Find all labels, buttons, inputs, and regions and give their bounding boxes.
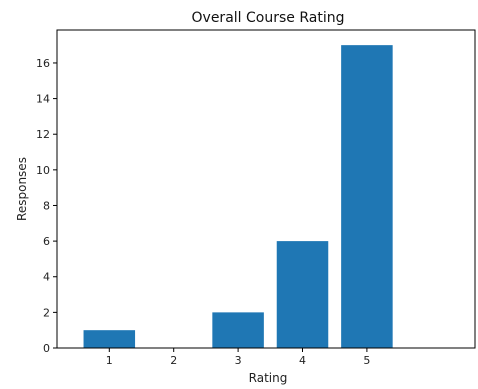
y-axis-ticks: 0 2 4 6 8 10 12 14 16 bbox=[36, 57, 57, 355]
x-tick-label: 4 bbox=[299, 354, 306, 367]
bar-rating-5 bbox=[341, 45, 393, 348]
y-tick-label: 14 bbox=[36, 93, 50, 106]
bar-rating-1 bbox=[83, 330, 136, 348]
bar-rating-4 bbox=[276, 241, 329, 348]
x-tick-label: 5 bbox=[363, 354, 370, 367]
y-tick-label: 12 bbox=[36, 128, 50, 141]
y-tick-label: 16 bbox=[36, 57, 50, 70]
y-tick-label: 0 bbox=[43, 342, 50, 355]
x-tick-label: 3 bbox=[235, 354, 242, 367]
y-tick-label: 8 bbox=[43, 199, 50, 212]
x-tick-label: 1 bbox=[106, 354, 113, 367]
bar-rating-3 bbox=[212, 312, 264, 348]
y-tick-label: 6 bbox=[43, 235, 50, 248]
y-tick-label: 2 bbox=[43, 306, 50, 319]
y-axis-label: Responses bbox=[15, 157, 29, 221]
x-axis-label: Rating bbox=[249, 371, 288, 385]
y-tick-label: 4 bbox=[43, 271, 50, 284]
plot-frame bbox=[56, 29, 476, 349]
x-axis-ticks: 1 2 3 4 5 bbox=[106, 348, 370, 367]
chart-title: Overall Course Rating bbox=[192, 10, 345, 26]
y-tick-label: 10 bbox=[36, 164, 50, 177]
x-tick-label: 2 bbox=[170, 354, 177, 367]
bars-group bbox=[83, 45, 393, 348]
